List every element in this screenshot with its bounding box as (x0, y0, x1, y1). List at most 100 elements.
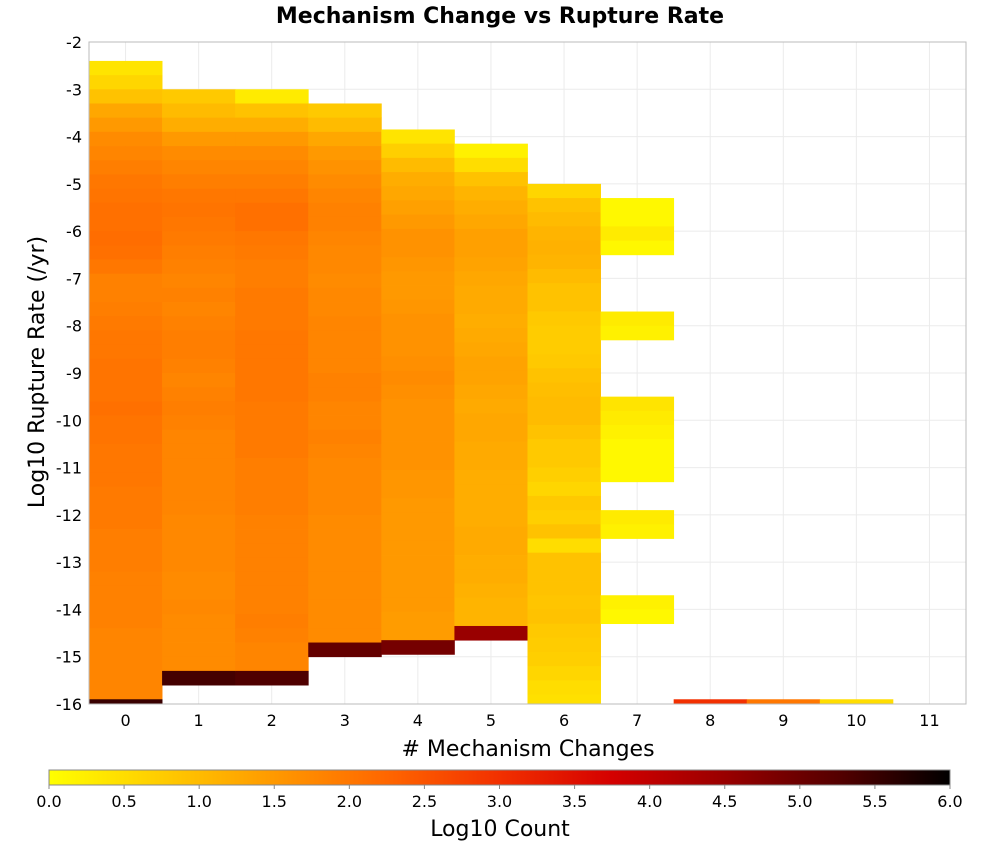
heatmap-cell (89, 514, 163, 530)
heatmap-cell (454, 342, 528, 357)
heatmap-cell (381, 384, 455, 400)
heatmap-cell (454, 427, 528, 442)
heatmap-cell (89, 245, 163, 260)
chart-title: Mechanism Change vs Rupture Rate (276, 4, 724, 29)
heatmap-cell (235, 302, 309, 317)
heatmap-cell (89, 231, 163, 246)
x-tick-label: 8 (705, 711, 715, 730)
heatmap-cell (381, 484, 455, 499)
y-tick-label: -2 (66, 33, 82, 52)
heatmap-cell (381, 427, 455, 442)
colorbar-tick-label: 0.0 (36, 792, 61, 811)
heatmap-cell (381, 342, 455, 357)
heatmap-cell (308, 458, 382, 473)
heatmap-cell (89, 571, 163, 587)
heatmap-cell (308, 174, 382, 189)
heatmap-cell (308, 146, 382, 161)
heatmap-cell (89, 330, 163, 346)
heatmap-cell (527, 382, 601, 398)
heatmap-cell (381, 583, 455, 599)
heatmap-cell (527, 183, 601, 199)
heatmap-cell (235, 472, 309, 487)
heatmap-cell (89, 373, 163, 388)
heatmap-cell (235, 103, 309, 119)
heatmap-cell (89, 302, 163, 317)
heatmap-cell (162, 458, 236, 473)
heatmap-cell (381, 498, 455, 513)
heatmap-cell (162, 103, 236, 119)
x-tick-label: 0 (120, 711, 130, 730)
y-tick-label: -9 (66, 364, 82, 383)
heatmap-cell (235, 188, 309, 204)
heatmap-cell (89, 529, 163, 544)
heatmap-cell (527, 666, 601, 681)
heatmap-cell (89, 614, 163, 629)
heatmap-cell (308, 160, 382, 175)
heatmap-cell (600, 198, 675, 213)
heatmap-cell (746, 699, 821, 705)
heatmap-cell (527, 538, 601, 554)
colorbar-tick-label: 2.0 (337, 792, 362, 811)
heatmap-cell (600, 510, 675, 525)
heatmap-cell (162, 656, 236, 672)
colorbar-title: Log10 Count (430, 817, 570, 842)
heatmap-cell (89, 344, 163, 360)
heatmap-cell (308, 245, 382, 260)
y-tick-label: -13 (56, 553, 82, 572)
heatmap-cell (527, 368, 601, 383)
heatmap-cell (235, 259, 309, 275)
heatmap-cell (454, 512, 528, 528)
heatmap-cell (89, 429, 163, 445)
heatmap-cell (454, 413, 528, 428)
heatmap-cell (89, 174, 163, 189)
heatmap-cell (162, 287, 236, 303)
heatmap-cell (235, 458, 309, 473)
heatmap-cell (89, 472, 163, 487)
heatmap-cell (454, 328, 528, 343)
heatmap-cell (89, 670, 163, 686)
heatmap-cell (454, 399, 528, 414)
heatmap-cell (89, 60, 163, 76)
heatmap-cell (381, 129, 455, 145)
heatmap-cell (527, 453, 601, 468)
heatmap-cell (527, 212, 601, 227)
heatmap-cell (454, 356, 528, 372)
heatmap-cell (454, 172, 528, 187)
heatmap-cell (162, 585, 236, 601)
heatmap-cell (308, 287, 382, 303)
heatmap-cell (162, 330, 236, 346)
heatmap-cell (308, 472, 382, 487)
heatmap-cell (235, 216, 309, 232)
y-tick-label: -14 (56, 600, 82, 619)
heatmap-cell (162, 401, 236, 416)
heatmap-cell (381, 228, 455, 244)
heatmap-cell (527, 297, 601, 312)
y-tick-label: -16 (56, 695, 82, 714)
heatmap-cell (89, 75, 163, 90)
heatmap-cell (162, 443, 236, 459)
y-tick-label: -6 (66, 222, 82, 241)
heatmap-cell (308, 373, 382, 388)
heatmap-cell (308, 131, 382, 147)
heatmap-cell (162, 202, 236, 218)
heatmap-cell (89, 89, 163, 104)
heatmap-cell (381, 512, 455, 528)
heatmap-cell (527, 410, 601, 426)
colorbar-tick-label: 1.0 (186, 792, 211, 811)
heatmap-cell (454, 200, 528, 215)
heatmap-cell (162, 174, 236, 189)
heatmap-cell (819, 699, 894, 705)
heatmap-cell (89, 287, 163, 303)
heatmap-cell (235, 543, 309, 558)
heatmap-cell (308, 585, 382, 601)
heatmap-cell (308, 514, 382, 530)
heatmap-cell (162, 344, 236, 360)
heatmap-cell (89, 642, 163, 658)
heatmap-cell (89, 358, 163, 374)
y-tick-label: -12 (56, 506, 82, 525)
heatmap-cell (235, 358, 309, 374)
heatmap-cell (235, 557, 309, 572)
heatmap-cell (89, 599, 163, 615)
heatmap-cell (89, 316, 163, 331)
heatmap-cell (308, 117, 382, 133)
